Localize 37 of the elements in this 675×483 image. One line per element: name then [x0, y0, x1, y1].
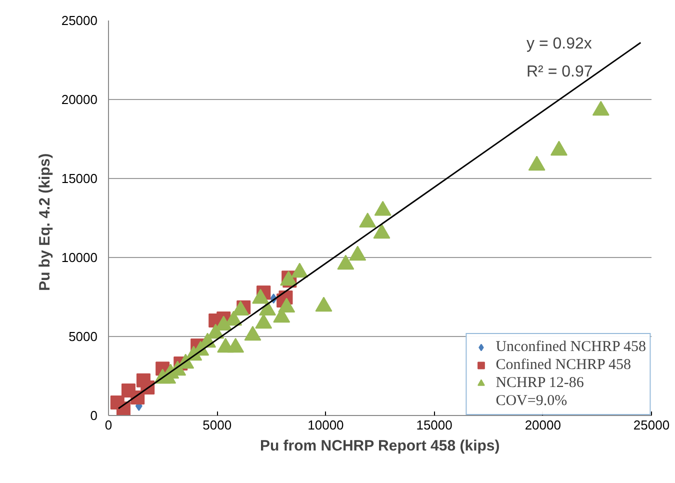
- point: [291, 262, 308, 278]
- x-tick-label: 10000: [308, 418, 344, 432]
- y-tick-label: 20000: [61, 92, 98, 107]
- y-tick-label: 10000: [61, 250, 98, 265]
- y-tick-label: 0: [90, 408, 98, 423]
- point: [232, 300, 250, 316]
- annotation: R² = 0.97: [526, 64, 593, 80]
- annotation: COV=9.0%: [496, 392, 568, 410]
- point: [217, 338, 234, 353]
- point: [244, 326, 262, 341]
- point: [258, 300, 276, 316]
- point: [528, 156, 546, 171]
- legend-label: Confined NCHRP 458: [496, 356, 632, 374]
- y-tick-label: 25000: [61, 13, 98, 28]
- x-tick-label: 5000: [202, 418, 232, 432]
- point: [373, 224, 390, 239]
- point: [255, 314, 272, 329]
- point: [550, 140, 568, 156]
- x-tick-label: 20000: [524, 418, 561, 432]
- x-tick-label: 25000: [633, 418, 670, 432]
- legend-label: Unconfined NCHRP 458: [496, 338, 646, 356]
- point: [374, 200, 392, 216]
- y-axis-title: Pu by Eq. 4.2 (kips): [36, 153, 54, 291]
- x-tick-label: 0: [104, 418, 112, 432]
- point: [359, 212, 376, 228]
- x-tick-label: 15000: [416, 418, 452, 432]
- point: [349, 246, 366, 261]
- annotation: y = 0.92x: [526, 36, 592, 52]
- point: [592, 100, 610, 116]
- y-tick-label: 5000: [68, 329, 98, 344]
- point: [215, 316, 232, 331]
- point: [252, 288, 270, 304]
- x-axis-title: Pu from NCHRP Report 458 (kips): [260, 438, 500, 454]
- point: [337, 254, 354, 270]
- y-tick-label: 15000: [61, 171, 98, 186]
- point: [315, 296, 332, 312]
- legend-label: NCHRP 12-86: [496, 374, 584, 392]
